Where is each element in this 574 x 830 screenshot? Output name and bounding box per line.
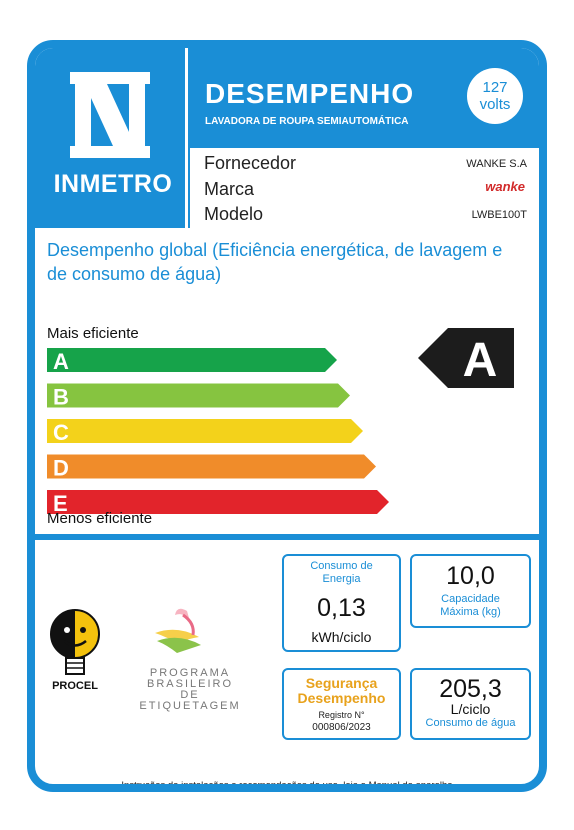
inmetro-logo-text: INMETRO bbox=[53, 170, 173, 198]
capacity-box: 10,0 Capacidade Máxima (kg) bbox=[410, 554, 531, 628]
description-main: Desempenho global bbox=[47, 240, 208, 260]
capacity-value: 10,0 bbox=[446, 562, 495, 590]
energy-unit: kWh/ciclo bbox=[311, 629, 372, 645]
product-info: Fornecedor WANKE S.A Marca wanke Modelo … bbox=[190, 148, 539, 228]
efficiency-bar-a bbox=[47, 348, 337, 372]
energy-value: 0,13 bbox=[317, 594, 366, 622]
voltage-number: 127 bbox=[482, 79, 508, 96]
procel-seal-icon bbox=[50, 609, 100, 675]
description-detail: (Eficiência energética, de lavagem e de … bbox=[47, 240, 503, 284]
efficiency-letter-e: E bbox=[53, 491, 68, 516]
water-unit: L/ciclo bbox=[450, 701, 491, 717]
more-efficient-label: Mais eficiente bbox=[47, 325, 139, 342]
rating-arrow-shape bbox=[418, 328, 514, 388]
pbe-line-2: BRASILEIRO DE bbox=[146, 678, 234, 701]
registration-number: 000806/2023 bbox=[312, 722, 371, 733]
inmetro-logo: INMETRO bbox=[35, 48, 185, 228]
label-subtitle: LAVADORA DE ROUPA SEMIAUTOMÁTICA bbox=[205, 116, 409, 127]
efficiency-letter-d: D bbox=[53, 456, 69, 481]
inmetro-symbol-icon bbox=[70, 72, 150, 158]
efficiency-bar-e bbox=[47, 490, 389, 514]
label-title: DESEMPENHO bbox=[205, 78, 415, 109]
registration-title-2: Desempenho bbox=[297, 690, 386, 706]
section-divider bbox=[35, 534, 539, 540]
water-consumption-box: 205,3 L/ciclo Consumo de água bbox=[410, 668, 531, 740]
rating-letter: A bbox=[463, 334, 498, 387]
fornecedor-label: Fornecedor bbox=[204, 153, 297, 173]
registration-number-label: Registro N° bbox=[318, 710, 365, 720]
capacity-label: Capacidade Máxima (kg) bbox=[440, 593, 501, 618]
registration-title-1: Segurança bbox=[305, 675, 378, 691]
efficiency-letter-c: C bbox=[53, 420, 69, 445]
efficiency-letter-b: B bbox=[53, 385, 69, 410]
less-efficient-label: Menos eficiente bbox=[47, 510, 153, 527]
registration-box: Segurança Desempenho Registro N° 000806/… bbox=[282, 668, 401, 740]
energy-label: Consumo de Energia bbox=[310, 560, 373, 585]
modelo-label: Modelo bbox=[204, 204, 264, 224]
efficiency-bar-b bbox=[47, 383, 350, 408]
energy-label: INMETRO DESEMPENHO LAVADORA DE ROUPA SEM… bbox=[27, 40, 547, 792]
voltage-badge: 127 volts bbox=[467, 68, 523, 124]
performance-description: Desempenho global (Eficiência energética… bbox=[47, 238, 527, 286]
marca-label: Marca bbox=[204, 179, 255, 199]
efficiency-bar-d bbox=[47, 454, 376, 479]
fornecedor-value: WANKE S.A bbox=[466, 158, 527, 170]
water-label: Consumo de água bbox=[425, 717, 516, 729]
footer-note: Instruções de instalações e recomendaçõe… bbox=[121, 780, 453, 791]
water-value: 205,3 bbox=[439, 675, 502, 703]
pbe-logo-icon bbox=[155, 608, 201, 653]
efficiency-bar-c bbox=[47, 419, 363, 443]
pbe-line-3: ETIQUETAGEM bbox=[139, 700, 241, 712]
header: INMETRO DESEMPENHO LAVADORA DE ROUPA SEM… bbox=[35, 48, 539, 228]
energy-consumption-box: Consumo de Energia 0,13 kWh/ciclo bbox=[282, 554, 401, 652]
efficiency-letter-a: A bbox=[53, 349, 69, 374]
modelo-value: LWBE100T bbox=[471, 209, 527, 221]
header-separator bbox=[185, 48, 188, 228]
procel-label: PROCEL bbox=[52, 680, 98, 692]
pbe-text: PROGRAMA BRASILEIRO DE ETIQUETAGEM bbox=[135, 668, 245, 712]
pbe-line-1: PROGRAMA bbox=[149, 667, 231, 679]
voltage-unit: volts bbox=[479, 96, 511, 113]
rating-indicator: A bbox=[418, 328, 514, 388]
marca-value: wanke bbox=[485, 179, 525, 194]
